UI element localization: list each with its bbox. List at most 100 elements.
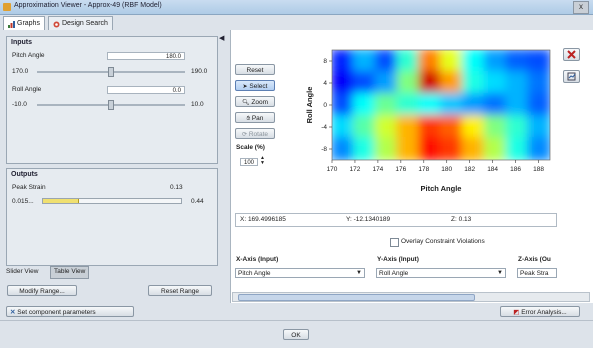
roll-max-label: 10.0 (191, 101, 204, 108)
z-axis-select-value: Peak Stra (520, 270, 549, 277)
heatmap-cell (418, 137, 442, 160)
tab-table-view[interactable]: Table View (50, 266, 90, 279)
window-title: Approximation Viewer - Approx-49 (RBF Mo… (14, 2, 162, 9)
heatmap-cell (418, 71, 442, 95)
bottom-bar: ✕ Set component parameters ◩ Error Analy… (0, 304, 593, 319)
tab-graphs[interactable]: Graphs (3, 16, 45, 30)
heatmap-cell (396, 93, 421, 117)
peak-strain-min: 0.015... (12, 198, 34, 205)
heatmap-cell (332, 137, 355, 160)
pitch-slider-thumb[interactable] (108, 67, 114, 77)
y-tick-label: -8 (321, 146, 327, 153)
zoom-button[interactable]: 🔍︎ Zoom (235, 96, 275, 107)
graph-icon (8, 20, 15, 28)
inputs-title: Inputs (11, 39, 32, 46)
heatmap-cell (418, 93, 442, 117)
y-tick-label: 8 (323, 58, 327, 65)
heatmap-cell (527, 50, 550, 73)
heatmap-cell (418, 115, 442, 139)
modify-range-button[interactable]: Modify Range... (7, 285, 77, 296)
heatmap-cell (505, 93, 530, 117)
rotate-button[interactable]: ⟳ Rotate (235, 128, 275, 139)
app-icon (3, 3, 11, 11)
heatmap-cell (374, 115, 399, 139)
x-axis-select[interactable]: Pitch Angle ▼ (235, 268, 365, 278)
select-button[interactable]: ➤ Select (235, 80, 275, 91)
roll-min-label: -10.0 (12, 101, 27, 108)
x-tick-label: 180 (441, 166, 452, 173)
ok-button[interactable]: OK (283, 329, 309, 340)
y-tick-label: 4 (323, 80, 327, 87)
close-button[interactable]: x (573, 1, 589, 14)
heatmap-cell (483, 115, 508, 139)
y-axis-select[interactable]: Roll Angle ▼ (376, 268, 506, 278)
pan-label: Pan (251, 115, 264, 122)
y-axis-select-value: Roll Angle (379, 270, 409, 277)
heatmap-cell (374, 93, 399, 117)
readout-x: X: 169.4996185 (240, 216, 286, 223)
peak-strain-label: Peak Strain (12, 184, 46, 191)
heatmap-cell (440, 115, 464, 139)
heatmap-cell (483, 50, 508, 73)
heatmap-cell (352, 137, 377, 160)
reset-range-button[interactable]: Reset Range (148, 285, 212, 296)
set-component-parameters-button[interactable]: ✕ Set component parameters (6, 306, 134, 317)
heatmap-cell (352, 50, 377, 73)
heatmap-cell (505, 71, 530, 95)
outputs-title: Outputs (11, 171, 38, 178)
heatmap-cell (461, 50, 486, 73)
heatmap-cell (440, 50, 464, 73)
readout-z: Z: 0.13 (451, 216, 472, 223)
heatmap-cell (461, 93, 486, 117)
x-tick-label: 170 (327, 166, 338, 173)
scrollbar-thumb[interactable] (238, 294, 475, 301)
response-surface-chart[interactable]: 170 172 174 176 178 180 182 184 186 188 8 4 0 -4 -8 P… (305, 48, 555, 198)
peak-strain-max: 0.44 (191, 198, 204, 205)
heatmap-cell (374, 137, 399, 160)
heatmap-cell (396, 50, 421, 73)
scale-label: Scale (%) (236, 144, 265, 151)
scale-spinner-icon[interactable]: ▲ ▼ (260, 155, 265, 166)
pitch-angle-label: Pitch Angle (12, 52, 45, 59)
overlay-checkbox[interactable] (390, 238, 399, 247)
readout-y: Y: -12.1340189 (346, 216, 391, 223)
tab-design-search[interactable]: Design Search (48, 16, 113, 30)
roll-angle-field[interactable]: 0.0 (107, 86, 185, 94)
horizontal-scrollbar[interactable] (232, 292, 590, 302)
heatmap-cell (483, 137, 508, 160)
title-bar: Approximation Viewer - Approx-49 (RBF Mo… (0, 0, 593, 15)
heatmap-cell (352, 93, 377, 117)
heatmap-cell (483, 93, 508, 117)
error-analysis-button[interactable]: ◩ Error Analysis... (500, 306, 580, 317)
heatmap-cell (418, 50, 442, 73)
close-chart-icon[interactable] (563, 48, 580, 61)
roll-slider-thumb[interactable] (108, 100, 114, 110)
z-axis-select[interactable]: Peak Stra (517, 268, 557, 278)
collapse-arrow-icon[interactable]: ◀ (219, 35, 225, 42)
scale-field[interactable]: 100 (240, 158, 258, 166)
tab-graphs-label: Graphs (17, 20, 40, 27)
error-analysis-label: Error Analysis... (521, 309, 567, 316)
heatmap-cell (527, 115, 550, 139)
y-axis-label: Roll Angle (305, 87, 314, 124)
heatmap-cell (461, 115, 486, 139)
chart-settings-icon[interactable] (563, 70, 580, 83)
x-tick-label: 186 (510, 166, 521, 173)
wrench-icon: ✕ (10, 309, 16, 316)
heatmap-cell (440, 71, 464, 95)
x-tick-label: 172 (350, 166, 361, 173)
x-tick-label: 178 (418, 166, 429, 173)
x-tick-label: 184 (487, 166, 498, 173)
heatmap-cell (505, 137, 530, 160)
x-tick-label: 182 (464, 166, 475, 173)
heatmap-cell (527, 93, 550, 117)
main-tabs: Graphs Design Search (0, 15, 593, 31)
pitch-angle-field[interactable]: 180.0 (107, 52, 185, 60)
reset-button[interactable]: Reset (235, 64, 275, 75)
heatmap-cell (352, 115, 377, 139)
y-tick-label: 0 (323, 102, 327, 109)
tab-slider-view[interactable]: Slider View (6, 268, 39, 275)
error-analysis-icon: ◩ (513, 309, 520, 316)
pan-button[interactable]: ✋︎ Pan (235, 112, 275, 123)
